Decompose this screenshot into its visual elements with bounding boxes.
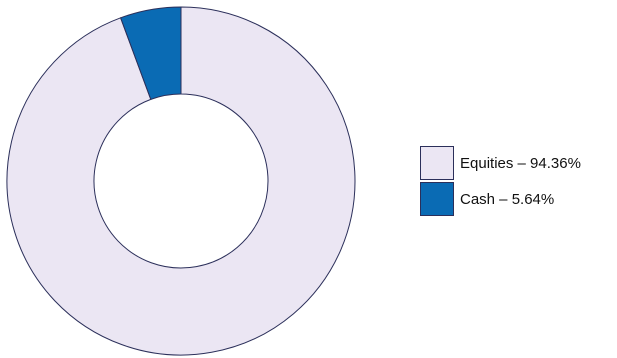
- donut-slice-equities: [6, 6, 356, 356]
- legend-swatch-equities: [420, 146, 454, 180]
- legend-label-cash: Cash – 5.64%: [460, 190, 555, 208]
- chart-legend: Equities – 94.36% Cash – 5.64%: [420, 145, 581, 217]
- legend-item-cash: Cash – 5.64%: [420, 181, 581, 217]
- legend-swatch-cash: [420, 182, 454, 216]
- legend-label-equities: Equities – 94.36%: [460, 154, 581, 172]
- donut-slice-cash: [119, 6, 182, 101]
- donut-slices: [6, 6, 356, 356]
- legend-item-equities: Equities – 94.36%: [420, 145, 581, 181]
